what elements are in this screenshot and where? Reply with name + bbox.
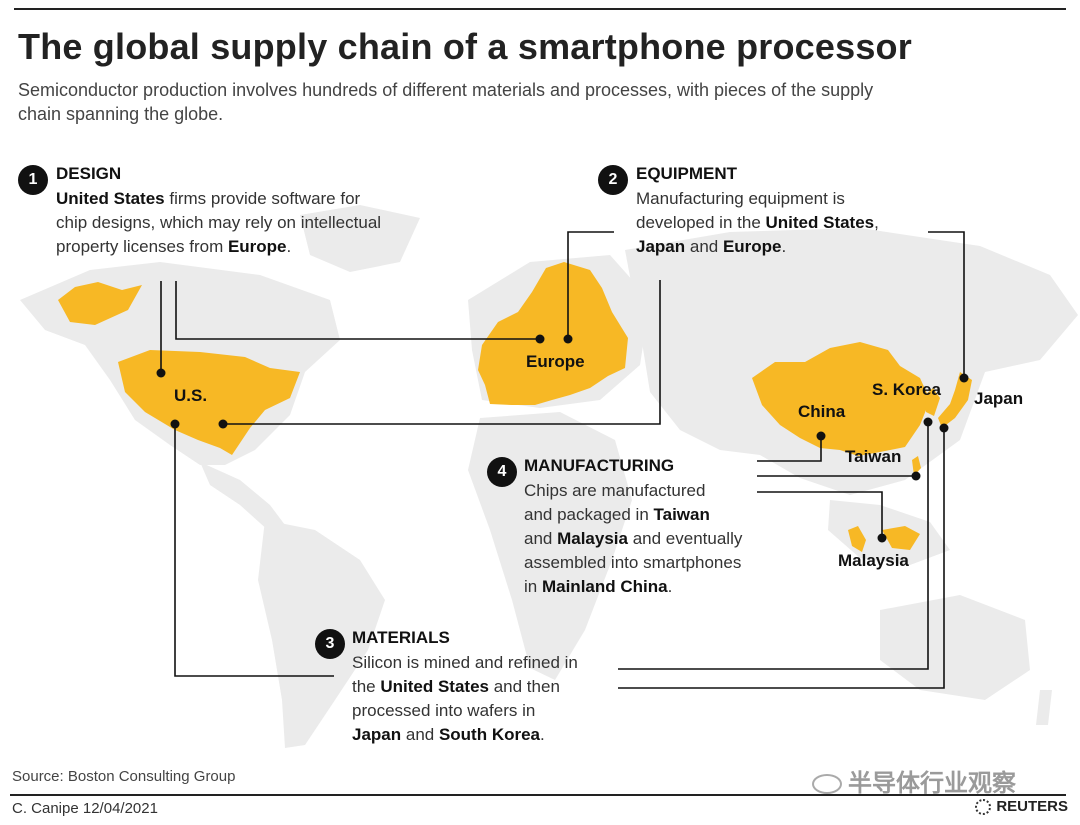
dot-malaysia bbox=[877, 533, 887, 543]
japan-shape bbox=[938, 372, 972, 428]
step-4-line: assembled into smartphones bbox=[524, 553, 742, 572]
step-3-line: processed into wafers in bbox=[352, 701, 536, 720]
step-1-number: 1 bbox=[18, 165, 48, 195]
watermark-text: 半导体行业观察 bbox=[848, 770, 1016, 797]
dot-us-equipment bbox=[218, 419, 228, 429]
page-subtitle: Semiconductor production involves hundre… bbox=[18, 80, 874, 124]
taiwan-shape bbox=[912, 456, 921, 476]
label-us: U.S. bbox=[174, 386, 208, 405]
dot-us-materials bbox=[170, 419, 180, 429]
step-4-title: MANUFACTURING bbox=[524, 456, 675, 475]
dot-korea-materials bbox=[923, 417, 933, 427]
step-2-number: 2 bbox=[598, 165, 628, 195]
dot-europe-design bbox=[535, 334, 545, 344]
malaysia-shape bbox=[848, 526, 866, 552]
watermark: 半导体行业观察 bbox=[812, 763, 1016, 798]
label-s-korea: S. Korea bbox=[872, 380, 941, 399]
land-greenland bbox=[300, 205, 420, 272]
step-1-line: property licenses from Europe. bbox=[56, 237, 292, 256]
connector-lines bbox=[160, 231, 965, 689]
step-2-title: EQUIPMENT bbox=[636, 164, 738, 183]
alaska-shape bbox=[58, 282, 142, 325]
materials-line-us bbox=[174, 424, 334, 677]
wechat-icon bbox=[812, 774, 842, 794]
reuters-logo: REUTERS bbox=[975, 798, 1068, 815]
endpoint-dots bbox=[156, 334, 969, 543]
source-note: Source: Boston Consulting Group bbox=[12, 768, 236, 785]
europe-shape bbox=[478, 262, 628, 405]
step-1-title: DESIGN bbox=[56, 164, 122, 183]
equipment-line-us bbox=[223, 280, 661, 425]
step-3-title: MATERIALS bbox=[352, 628, 450, 647]
reuters-icon bbox=[975, 799, 992, 815]
label-japan: Japan bbox=[974, 389, 1024, 408]
dot-taiwan bbox=[911, 471, 921, 481]
land-australia bbox=[880, 595, 1030, 700]
step-3-body: Silicon is mined and refined in the Unite… bbox=[352, 651, 578, 747]
reuters-text: REUTERS bbox=[996, 798, 1068, 815]
top-rule bbox=[14, 8, 1066, 10]
land-central-america bbox=[200, 462, 285, 532]
dot-japan-equipment bbox=[959, 373, 969, 383]
label-malaysia: Malaysia bbox=[838, 551, 909, 570]
china-shape bbox=[752, 342, 930, 456]
step-1-body: United States firms provide software for… bbox=[56, 187, 381, 259]
step-2-line: developed in the United States, bbox=[636, 213, 879, 232]
korea-shape bbox=[925, 388, 940, 416]
step-4-line: and packaged in Taiwan bbox=[524, 505, 710, 524]
step-3-number: 3 bbox=[315, 629, 345, 659]
label-taiwan: Taiwan bbox=[845, 447, 902, 466]
dot-us-design bbox=[156, 368, 166, 378]
dot-japan-materials bbox=[939, 423, 949, 433]
design-line-europe bbox=[175, 281, 540, 340]
label-europe: Europe bbox=[526, 352, 585, 371]
dot-europe-equipment bbox=[563, 334, 573, 344]
step-1-line: chip designs, which may rely on intellec… bbox=[56, 213, 382, 232]
dot-china bbox=[816, 431, 826, 441]
page-title: The global supply chain of a smartphone … bbox=[18, 26, 912, 67]
step-3-line: Japan and South Korea. bbox=[352, 725, 545, 744]
manufacturing-line-china bbox=[757, 436, 822, 462]
bottom-rule bbox=[10, 794, 1066, 796]
land-nz bbox=[1036, 690, 1052, 725]
step-4-body: Chips are manufactured and packaged in Ta… bbox=[524, 479, 742, 599]
credit-line: C. Canipe 12/04/2021 bbox=[12, 800, 158, 817]
step-4-line: Chips are manufactured bbox=[524, 481, 706, 500]
equipment-line-japan bbox=[928, 231, 965, 378]
step-3-line: Silicon is mined and refined in bbox=[352, 653, 578, 672]
step-4-line: in Mainland China. bbox=[524, 577, 673, 596]
step-1-line: United States firms provide software for bbox=[56, 189, 361, 208]
step-3-line: the United States and then bbox=[352, 677, 560, 696]
materials-line-japan bbox=[618, 428, 945, 689]
equipment-line-europe bbox=[567, 231, 614, 339]
manufacturing-line-malaysia bbox=[757, 491, 883, 538]
step-2-line: Japan and Europe. bbox=[636, 237, 787, 256]
step-2-line: Manufacturing equipment is bbox=[636, 189, 845, 208]
step-2-body: Manufacturing equipment is developed in t… bbox=[636, 187, 879, 259]
materials-line-korea bbox=[618, 422, 929, 670]
label-china: China bbox=[798, 402, 846, 421]
borneo-shape bbox=[882, 526, 920, 550]
step-4-number: 4 bbox=[487, 457, 517, 487]
step-4-line: and Malaysia and eventually bbox=[524, 529, 743, 548]
